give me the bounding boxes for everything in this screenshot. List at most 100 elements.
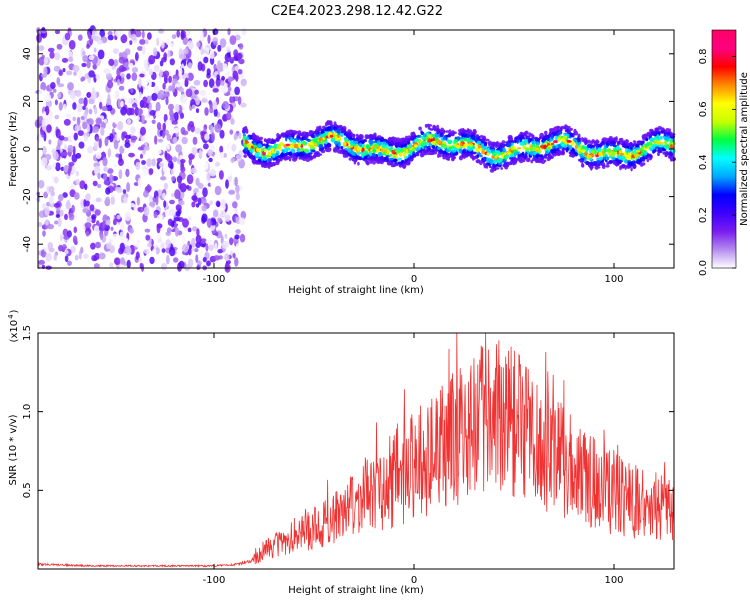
heatmap-cell	[496, 159, 502, 164]
heatmap-cell	[59, 209, 64, 217]
heatmap-cell	[169, 199, 175, 205]
heatmap-cell	[117, 78, 120, 86]
heatmap-cell	[167, 218, 173, 226]
heatmap-cell	[151, 119, 156, 125]
heatmap-cell	[108, 173, 114, 184]
heatmap-cell	[146, 158, 153, 168]
heatmap-cell	[313, 130, 318, 134]
heatmap-cell	[302, 141, 307, 145]
figure-title: C2E4.2023.298.12.42.G22	[271, 4, 443, 19]
heatmap-cell	[495, 163, 499, 167]
heatmap-cell	[103, 180, 110, 185]
heatmap-cell	[137, 146, 145, 151]
heatmap-cell	[265, 144, 269, 149]
heatmap-cell	[127, 97, 135, 105]
heatmap-cell	[243, 143, 247, 148]
heatmap-cell	[646, 158, 650, 163]
heatmap-cell	[463, 143, 467, 149]
heatmap-cell	[423, 133, 427, 138]
heatmap-cell	[180, 127, 186, 135]
heatmap-cell	[560, 143, 566, 147]
heatmap-cell	[79, 180, 86, 190]
heatmap-cell	[158, 89, 165, 98]
heatmap-cell	[207, 149, 213, 157]
heatmap-cell	[553, 126, 558, 132]
heatmap-cell	[108, 238, 113, 243]
heatmap-cell	[38, 101, 43, 110]
heatmap-cell	[142, 96, 148, 103]
heatmap-cell	[213, 209, 219, 218]
heatmap-cell	[257, 143, 262, 149]
heatmap-cell	[415, 151, 420, 154]
heatmap-cell	[584, 151, 587, 156]
heatmap-cell	[237, 96, 242, 106]
heatmap-cell	[372, 148, 377, 154]
heatmap-cell	[487, 140, 493, 145]
heatmap-cell	[530, 159, 534, 164]
heatmap-cell	[201, 98, 208, 103]
heatmap-cell	[669, 144, 674, 150]
heatmap-cell	[568, 154, 574, 157]
heatmap-cell	[611, 152, 615, 158]
heatmap-cell	[285, 155, 290, 161]
heatmap-cell	[268, 164, 274, 168]
heatmap-cell	[72, 102, 77, 110]
heatmap-cell	[216, 74, 220, 81]
heatmap-cell	[238, 58, 245, 65]
heatmap-cell	[163, 200, 167, 208]
heatmap-cell	[134, 98, 140, 104]
heatmap-cell	[535, 153, 540, 159]
heatmap-cell	[221, 63, 228, 72]
heatmap-cell	[230, 89, 235, 97]
heatmap-cell	[134, 243, 140, 248]
heatmap-cell	[148, 168, 154, 175]
heatmap-cell	[171, 120, 178, 125]
heatmap-cell	[82, 121, 88, 130]
heatmap-cell	[183, 144, 187, 155]
heatmap-cell	[332, 148, 337, 152]
heatmap-cell	[423, 149, 427, 154]
heatmap-cell	[299, 147, 304, 152]
heatmap-cell	[561, 148, 565, 154]
heatmap-cell	[86, 92, 92, 98]
heatmap-cell	[308, 152, 313, 155]
heatmap-cell	[491, 142, 495, 148]
heatmap-cell	[472, 135, 475, 141]
heatmap-cell	[65, 201, 71, 210]
heatmap-cell	[357, 152, 361, 155]
heatmap-cell	[137, 46, 144, 51]
heatmap-cell	[190, 167, 198, 174]
heatmap-cell	[57, 83, 65, 88]
heatmap-cell	[162, 131, 165, 139]
heatmap-cell	[348, 157, 352, 161]
heatmap-cell	[305, 154, 310, 159]
spectrogram-x-tick-label: 100	[604, 274, 623, 285]
heatmap-cell	[219, 129, 225, 139]
heatmap-cell	[386, 161, 391, 166]
heatmap-cell	[201, 118, 207, 123]
heatmap-cell	[622, 142, 627, 148]
heatmap-cell	[263, 138, 267, 142]
heatmap-cell	[156, 224, 161, 234]
heatmap-cell	[123, 196, 128, 204]
heatmap-cell	[427, 124, 433, 127]
heatmap-cell	[120, 100, 124, 108]
heatmap-cell	[165, 239, 171, 248]
heatmap-cell	[499, 147, 503, 153]
heatmap-cell	[92, 64, 97, 70]
heatmap-cell	[173, 127, 179, 134]
heatmap-cell	[290, 145, 295, 149]
spectrogram-signal-band	[242, 120, 676, 173]
heatmap-cell	[552, 153, 557, 157]
colorbar-tick-label: 0.6	[698, 101, 709, 117]
heatmap-cell	[235, 154, 242, 162]
heatmap-cell	[568, 144, 573, 151]
heatmap-cell	[418, 150, 423, 154]
snr-y-tick-label: 0.5	[22, 482, 33, 498]
heatmap-cell	[549, 128, 553, 132]
heatmap-cell	[365, 160, 369, 164]
heatmap-cell	[572, 138, 578, 142]
heatmap-cell	[486, 148, 491, 153]
heatmap-cell	[210, 179, 214, 188]
heatmap-cell	[218, 208, 226, 218]
